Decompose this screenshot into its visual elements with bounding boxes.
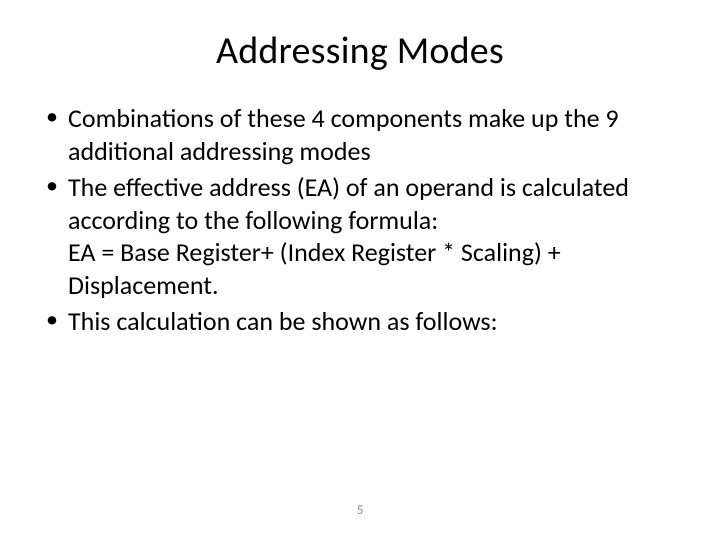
slide-body: Combinations of these 4 components make … [40,102,680,338]
page-number: 5 [0,503,720,518]
bullet-item: This calculation can be shown as follows… [40,305,680,338]
bullet-subtext: EA = Base Register+ (Index Register * Sc… [68,236,680,301]
bullet-text: The effective address (EA) of an operand… [68,171,629,236]
bullet-text: This calculation can be shown as follows… [68,305,498,337]
bullet-item: Combinations of these 4 components make … [40,102,680,167]
slide: Addressing Modes Combinations of these 4… [0,0,720,540]
slide-title: Addressing Modes [40,28,680,74]
bullet-list: Combinations of these 4 components make … [40,102,680,338]
bullet-text: Combinations of these 4 components make … [68,102,619,167]
bullet-item: The effective address (EA) of an operand… [40,171,680,301]
